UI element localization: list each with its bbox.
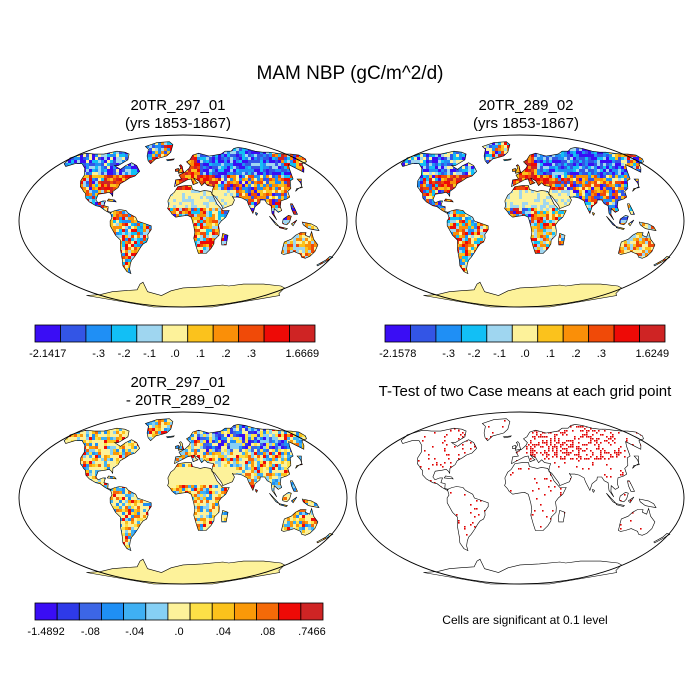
map-panel-2 xyxy=(355,134,685,308)
colorbar-3-box-8 xyxy=(211,602,235,621)
colorbar-3-label-0: -1.4892 xyxy=(27,626,64,638)
colorbar-1-label-8: .3 xyxy=(247,348,256,360)
colorbar-panel-3: -1.4892 -.08 -.04 .0 .04 .08 .7466 xyxy=(27,602,326,638)
colorbar-2-box-8 xyxy=(588,324,615,343)
colorbar-1-box-5 xyxy=(161,324,189,343)
colorbar-2-label-5: .0 xyxy=(520,348,529,360)
colorbar-3-box-0 xyxy=(34,602,58,621)
map-panel-4 xyxy=(355,411,685,585)
colorbar-1-label-4: -.1 xyxy=(143,348,156,360)
panel-title-4-line-1: T-Test of two Case means at each grid po… xyxy=(350,383,700,401)
colorbar-3-label-12: .7466 xyxy=(298,626,326,638)
colorbar-2-label-0: -2.1578 xyxy=(379,348,416,360)
map-3-border xyxy=(18,411,348,585)
colorbar-panel-1: -2.1417 -.3 -.2 -.1 .0 .1 .2 .3 1.6669 xyxy=(29,324,319,360)
colorbar-2-box-6 xyxy=(537,324,564,343)
colorbar-1-label-3: -.2 xyxy=(118,348,131,360)
map-2-coastlines xyxy=(400,141,671,275)
panel-title-3-line-1: 20TR_297_01 xyxy=(28,374,328,392)
colorbar-3-box-7 xyxy=(189,602,213,621)
map-3-antarctica xyxy=(86,558,285,585)
colorbar-2-box-0 xyxy=(384,324,411,343)
map-1-antarctica xyxy=(86,281,285,308)
colorbar-2-box-9 xyxy=(613,324,640,343)
map-4-field xyxy=(401,418,670,551)
panel-title-2: 20TR_289_02 (yrs 1853-1867) xyxy=(366,97,686,133)
colorbar-1-label-2: -.3 xyxy=(92,348,105,360)
colorbar-2-box-4 xyxy=(486,324,513,343)
colorbar-3-box-10 xyxy=(256,602,280,621)
panel-title-2-line-2: (yrs 1853-1867) xyxy=(366,115,686,133)
colorbar-2-box-2 xyxy=(435,324,462,343)
map-2-antarctica xyxy=(423,281,622,308)
colorbar-1-box-8 xyxy=(238,324,265,343)
colorbar-3-box-2 xyxy=(78,602,102,621)
panel-title-4: T-Test of two Case means at each grid po… xyxy=(350,383,700,401)
colorbar-1-box-3 xyxy=(110,324,138,343)
map-1-border xyxy=(18,134,348,308)
map-4-coastlines xyxy=(400,418,671,552)
map-1-coastlines xyxy=(63,141,334,275)
colorbar-1-label-7: .2 xyxy=(221,348,230,360)
colorbar-1-box-6 xyxy=(187,324,214,343)
map-4-antarctica xyxy=(423,558,622,585)
panel-title-3-line-2: - 20TR_289_02 xyxy=(28,392,328,410)
colorbar-2-label-6: .1 xyxy=(546,348,555,360)
colorbar-2-label-2: -.3 xyxy=(442,348,455,360)
colorbar-2-box-3 xyxy=(460,324,488,343)
panel-title-3: 20TR_297_01 - 20TR_289_02 xyxy=(28,374,328,410)
map-1-field xyxy=(64,141,333,274)
colorbar-3-label-4: -.04 xyxy=(125,626,144,638)
colorbar-3-box-6 xyxy=(167,602,191,621)
colorbar-1-label-10: 1.6669 xyxy=(285,348,319,360)
map-2-field xyxy=(401,141,670,274)
colorbar-2-label-8: .3 xyxy=(597,348,606,360)
colorbar-2-label-7: .2 xyxy=(571,348,580,360)
colorbar-1-label-0: -2.1417 xyxy=(29,348,66,360)
colorbar-3-box-3 xyxy=(101,602,125,621)
colorbar-3-box-9 xyxy=(233,602,257,621)
colorbar-1-label-6: .1 xyxy=(196,348,205,360)
map-4-border xyxy=(355,411,685,585)
map-2-border xyxy=(355,134,685,308)
colorbar-1-box-0 xyxy=(34,324,61,343)
map-panel-3 xyxy=(18,411,348,585)
colorbar-1-box-1 xyxy=(60,324,87,343)
colorbar-1-label-5: .0 xyxy=(170,348,179,360)
colorbar-2-label-4: -.1 xyxy=(493,348,506,360)
panel-title-1-line-1: 20TR_297_01 xyxy=(28,97,328,115)
colorbar-2-label-10: 1.6249 xyxy=(635,348,669,360)
colorbar-1-box-9 xyxy=(263,324,290,343)
colorbar-2-box-7 xyxy=(562,324,590,343)
colorbar-3-box-5 xyxy=(145,602,169,621)
colorbar-3-label-6: .0 xyxy=(174,626,183,638)
colorbar-1-box-2 xyxy=(85,324,112,343)
map-panel-1 xyxy=(18,134,348,308)
panel-title-1: 20TR_297_01 (yrs 1853-1867) xyxy=(28,97,328,133)
colorbar-3-label-10: .08 xyxy=(260,626,275,638)
colorbar-1-box-4 xyxy=(136,324,163,343)
panel-title-2-line-1: 20TR_289_02 xyxy=(366,97,686,115)
colorbar-3-label-2: -.08 xyxy=(81,626,100,638)
colorbar-3-label-8: .04 xyxy=(216,626,231,638)
colorbar-2-box-5 xyxy=(511,324,539,343)
colorbar-1-box-7 xyxy=(212,324,240,343)
colorbar-3-box-12 xyxy=(300,602,324,621)
colorbar-3-box-4 xyxy=(123,602,147,621)
colorbar-2-box-1 xyxy=(410,324,437,343)
colorbar-3-box-11 xyxy=(278,602,302,621)
panel-title-1-line-2: (yrs 1853-1867) xyxy=(28,115,328,133)
colorbar-3-box-1 xyxy=(56,602,80,621)
colorbar-panel-2: -2.1578 -.3 -.2 -.1 .0 .1 .2 .3 1.6249 xyxy=(379,324,669,360)
colorbar-1-box-10 xyxy=(289,324,316,343)
colorbar-2-box-10 xyxy=(639,324,666,343)
significance-note: Cells are significant at 0.1 level xyxy=(360,613,690,627)
map-3-field xyxy=(64,418,333,551)
figure-title: MAM NBP (gC/m^2/d) xyxy=(0,63,700,85)
map-3-coastlines xyxy=(63,418,334,552)
colorbar-2-label-3: -.2 xyxy=(468,348,481,360)
